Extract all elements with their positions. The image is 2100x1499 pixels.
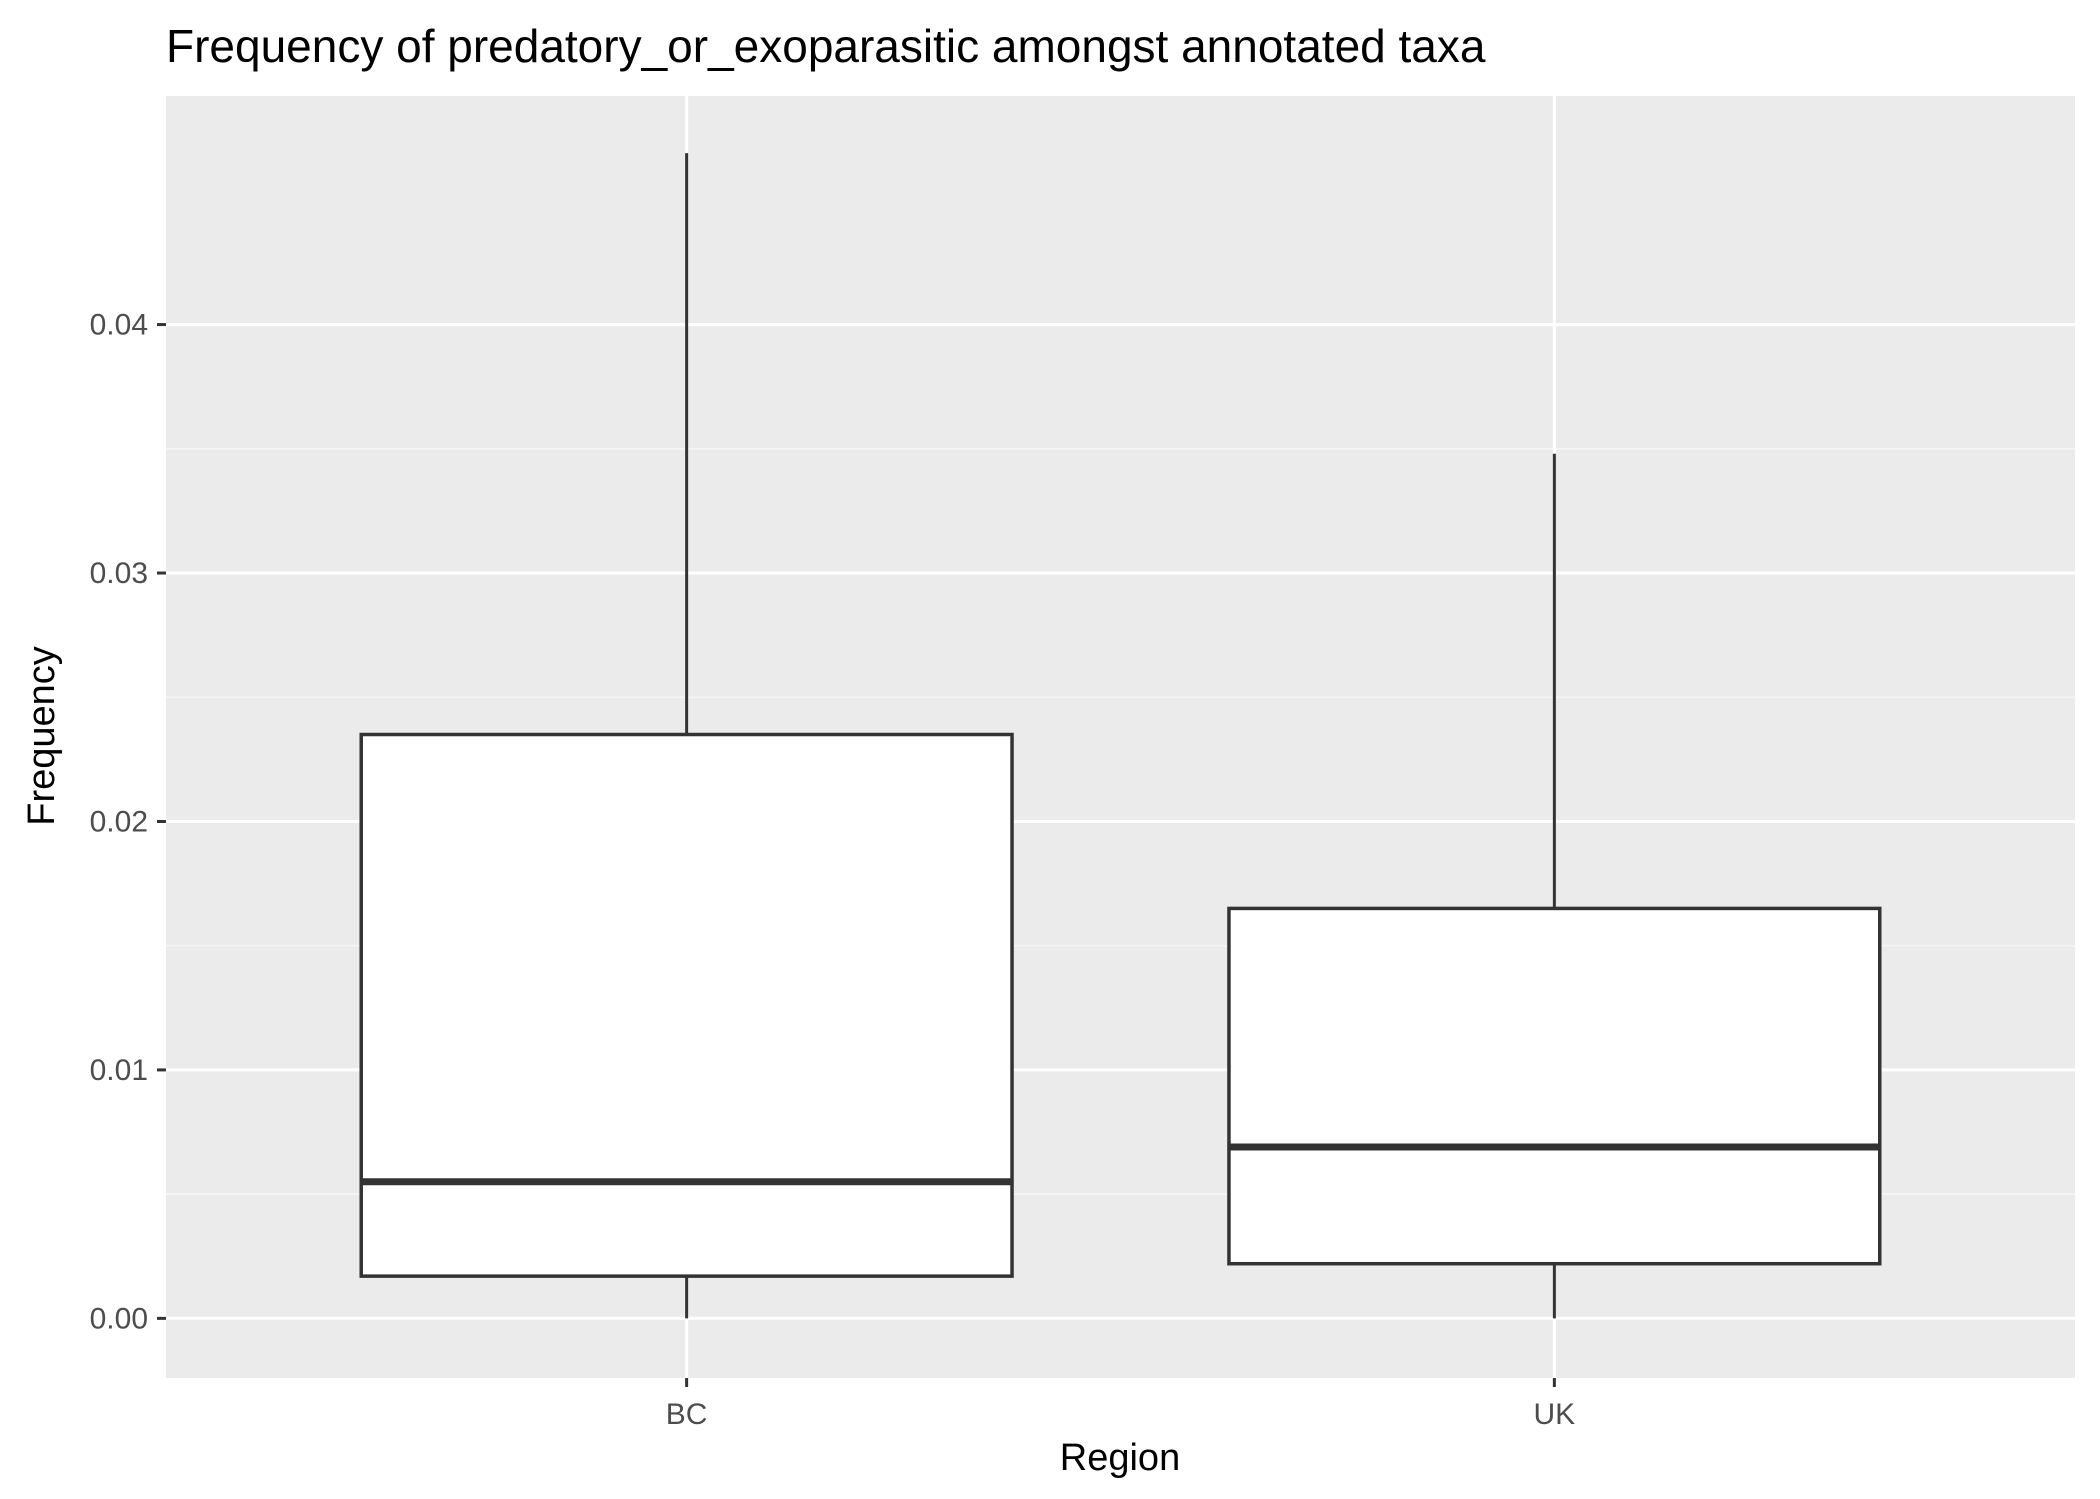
x-axis-title: Region [1060, 1437, 1180, 1479]
box-iqr [1227, 906, 1882, 1266]
x-tick-label: BC [666, 1398, 708, 1431]
y-axis: 0.00 0.01 0.02 0.03 0.04 [90, 309, 166, 1335]
box-UK [1227, 453, 1882, 1319]
x-axis: BC UK [666, 1378, 1575, 1431]
y-axis-title: Frequency [21, 646, 63, 826]
y-tick-label: 0.00 [90, 1302, 148, 1335]
boxes [359, 153, 1882, 1319]
box-BC [359, 153, 1014, 1319]
y-tick-label: 0.03 [90, 557, 148, 590]
y-tick-label: 0.01 [90, 1054, 148, 1087]
y-tick-label: 0.04 [90, 309, 148, 342]
box-iqr [359, 732, 1014, 1278]
y-tick-label: 0.02 [90, 805, 148, 838]
chart-title: Frequency of predatory_or_exoparasitic a… [166, 20, 1486, 72]
x-tick-label: UK [1534, 1398, 1576, 1431]
